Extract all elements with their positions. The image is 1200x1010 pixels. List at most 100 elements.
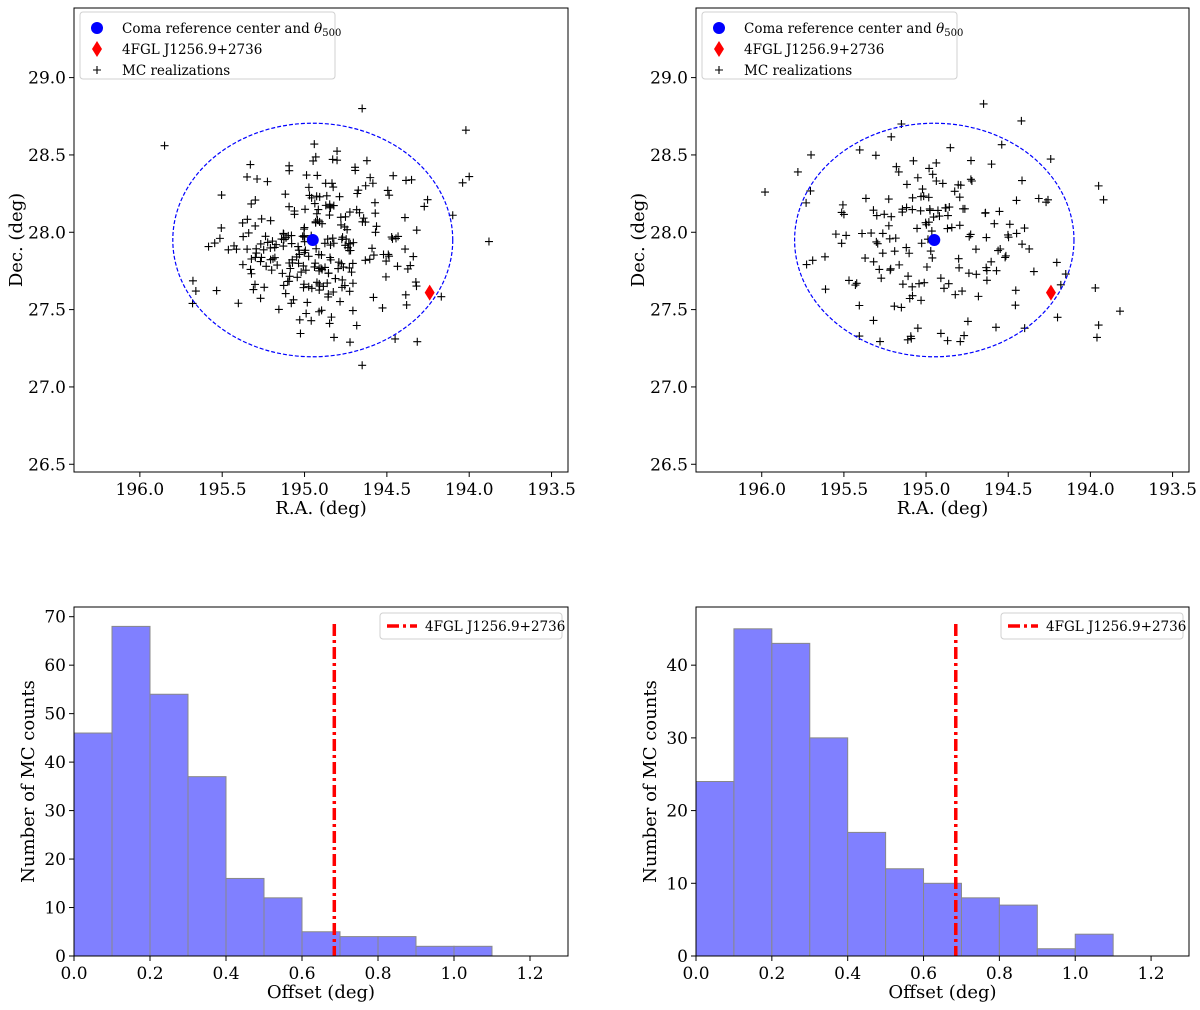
mc-realization-point [267,266,276,275]
mc-realization-point [954,254,963,263]
mc-realization-point [329,239,338,248]
mc-realization-point [379,250,388,259]
mc-realization-point [348,279,357,288]
mc-realization-point [368,179,377,188]
x-tick-label: 195.0 [902,480,951,500]
histogram-bar [263,897,303,957]
x-tick-label: 193.5 [527,480,576,500]
mc-realization-point [924,193,933,202]
mc-realization-point [339,263,348,272]
mc-realization-point [352,205,361,214]
histogram-bar [415,945,455,957]
mc-realization-point [361,181,370,190]
mc-realization-point [960,331,969,340]
mc-realization-point [837,208,846,217]
histogram-bar [111,625,151,957]
mc-realization-point [877,274,886,283]
mc-realization-point [927,227,936,236]
legend: 4FGL J1256.9+2736 [379,612,565,640]
mc-realization-point [311,152,320,161]
mc-realization-point [307,284,316,293]
histogram-bar [733,628,773,957]
mc-realization-point [1003,230,1012,239]
mc-realization-point [273,261,282,270]
mc-realization-point [340,281,349,290]
y-tick-label: 20 [666,802,688,822]
x-tick-label: 0.4 [212,964,239,984]
mc-realization-point [314,250,323,259]
mc-realization-point [955,263,964,272]
histogram-bar [1036,948,1076,957]
y-tick-label: 70 [44,608,66,628]
legend-circle-marker [713,22,725,34]
legend-circle-marker [91,22,103,34]
y-tick-label: 0 [55,947,66,967]
mc-realization-point [239,232,248,241]
mc-realization-point [909,156,918,165]
x-tick-label: 195.5 [820,480,869,500]
mc-realization-point [270,253,279,262]
histogram-panel-2: 0.0 0.2 0.4 0.6 0.8 1.0 1.2 0 10 20 30 40 50 60 70 Offs… [18,606,569,1003]
scatter-panel-1: 196.0 195.5 195.0 194.5 194.0 193.5 26.5 27.0 27… [628,7,1197,519]
mc-realization-point [391,234,400,243]
mc-realization-point [300,248,309,257]
mc-realization-point [920,278,929,287]
mc-realization-point [802,198,811,207]
mc-realization-point [895,260,904,269]
mc-realization-point [346,338,355,347]
mc-realization-point [292,252,301,261]
histogram-panel-3: 0.0 0.2 0.4 0.6 0.8 1.0 1.2 0 10 20 30 40 Offset (de… [640,606,1190,1003]
mc-realization-point [325,200,334,209]
mc-realization-point [328,234,337,243]
mc-realization-point [286,264,295,273]
mc-realization-point [869,206,878,215]
mc-realization-point [884,195,893,204]
mc-realization-point [247,269,256,278]
mc-realization-point [928,170,937,179]
mc-realization-point [230,241,239,250]
mc-realization-point [294,242,303,251]
mc-realization-point [210,239,219,248]
mc-realization-point [921,218,930,227]
mc-realization-point [312,244,321,253]
mc-realization-point [982,276,991,285]
mc-realization-point [295,315,304,324]
mc-realization-point [402,300,411,309]
x-tick-label: 194.0 [1066,480,1115,500]
mc-realization-point [950,187,959,196]
mc-realization-point [290,207,299,215]
mc-realization-point [312,192,321,201]
mc-realization-point [310,199,319,208]
mc-realization-point [943,336,952,345]
mc-realization-point [249,285,258,294]
mc-realization-point [992,266,1001,275]
x-tick-label: 0.2 [758,964,785,984]
mc-realization-point [315,266,324,275]
mc-realization-point [925,206,934,215]
mc-realization-point [323,279,332,288]
mc-realization-point [1056,280,1065,289]
mc-realization-point [401,290,410,299]
mc-realization-point [305,191,314,200]
mc-realization-point [1092,333,1101,342]
y-tick-label: 28.5 [650,146,688,166]
mc-realization-point [1018,240,1027,249]
x-tick-label: 1.0 [1062,964,1089,984]
fgl-source-marker [1045,284,1056,301]
mc-realization-point [300,231,309,240]
mc-realization-point [1046,155,1055,164]
mc-realization-point [423,195,432,204]
y-tick-label: 10 [666,874,688,894]
mc-realization-point [285,202,294,211]
mc-realization-point [1034,194,1043,203]
legend-label-fgl: 4FGL J1256.9+2736 [1046,619,1186,635]
mc-realization-point [311,218,320,227]
mc-realization-point [257,253,266,262]
x-tick-label: 193.5 [1148,480,1197,500]
mc-realization-point [902,243,911,252]
mc-realization-point [925,164,934,173]
mc-realization-point [905,294,914,303]
mc-realization-point [281,289,290,298]
x-tick-label: 0.6 [910,964,937,984]
mc-realization-point [974,292,983,301]
